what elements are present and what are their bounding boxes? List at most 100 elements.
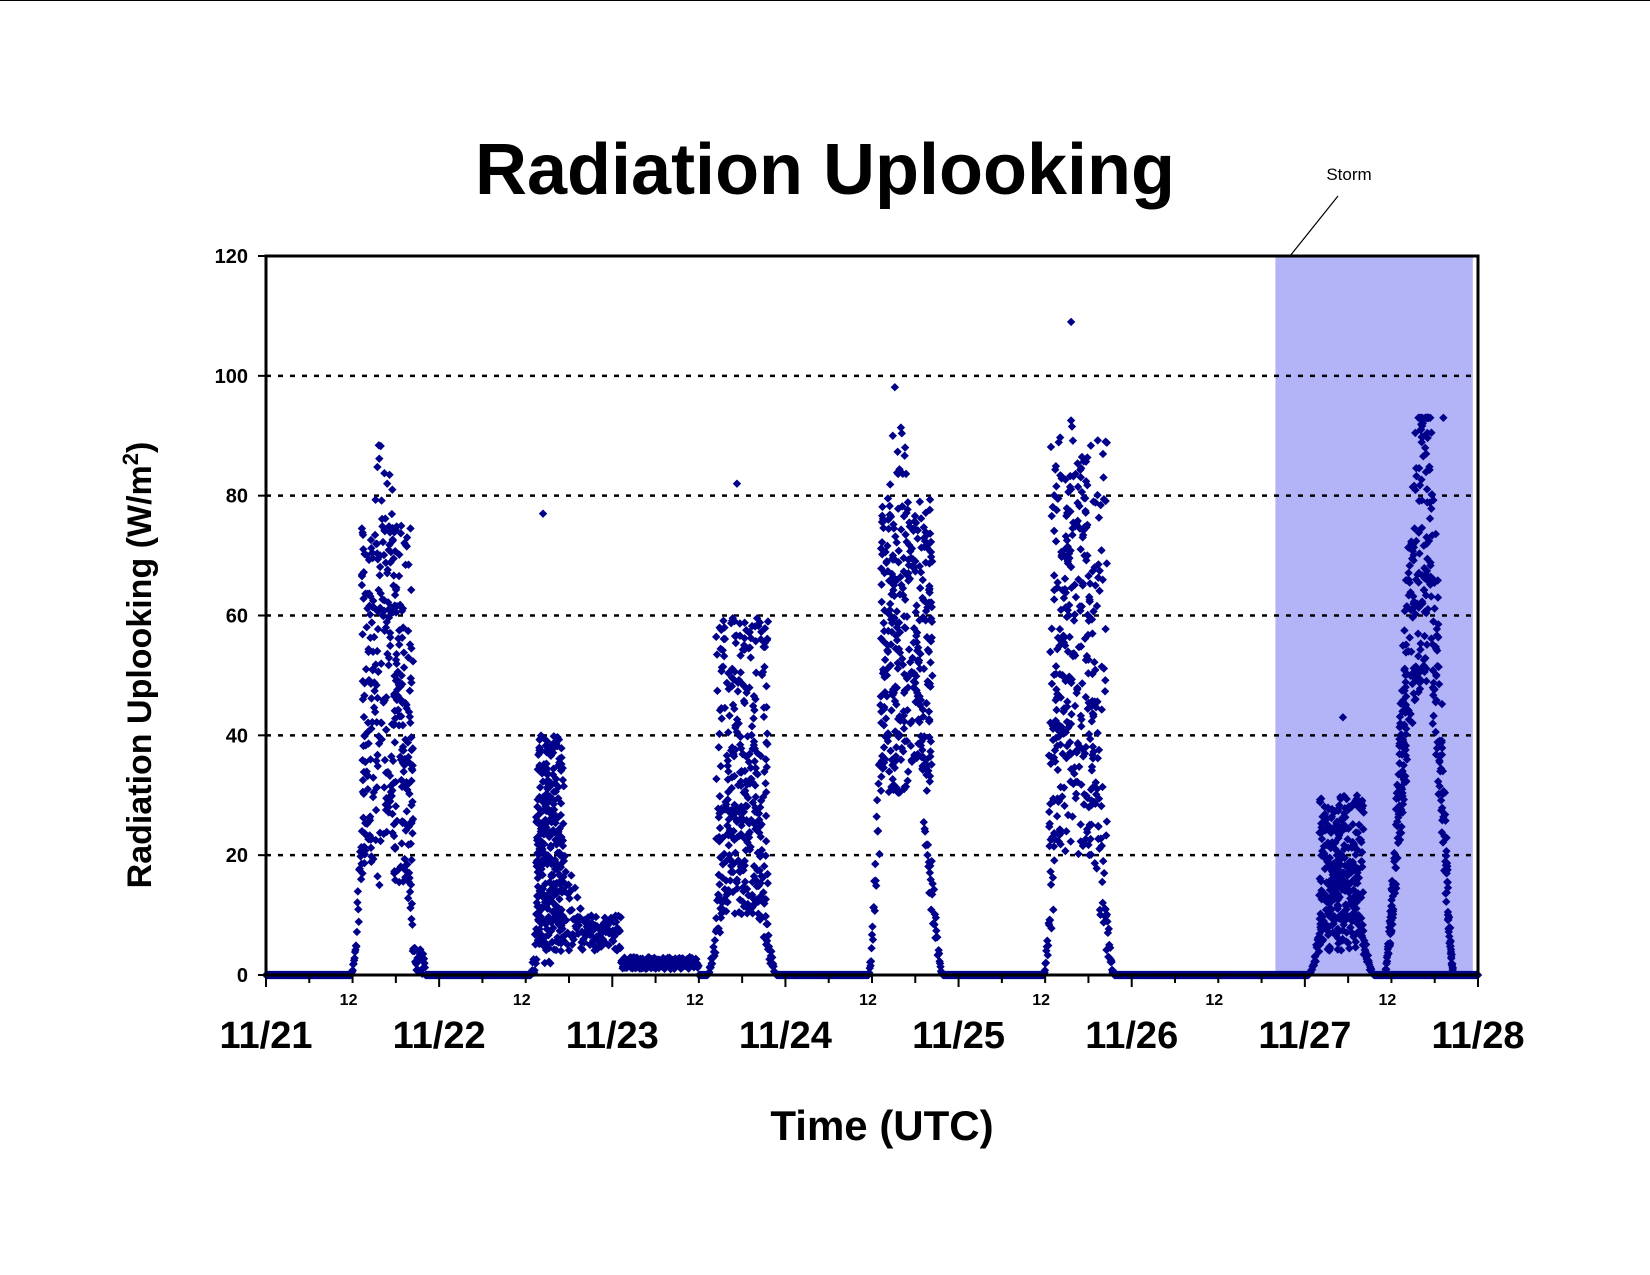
data-point — [761, 911, 770, 921]
data-point — [1070, 701, 1080, 711]
data-point — [373, 872, 382, 881]
data-point — [405, 686, 415, 696]
data-point — [895, 465, 904, 474]
data-point — [712, 632, 721, 642]
data-point — [711, 948, 720, 957]
data-point — [865, 968, 874, 977]
data-point — [903, 498, 913, 507]
data-point — [746, 653, 755, 662]
data-point — [881, 714, 891, 723]
y-tick-label: 40 — [226, 725, 248, 747]
data-point — [1043, 936, 1052, 945]
data-point — [1074, 575, 1083, 584]
data-point — [706, 963, 715, 972]
data-point — [372, 539, 382, 549]
data-point — [1102, 910, 1112, 919]
data-point — [1043, 950, 1052, 960]
data-point — [1102, 817, 1112, 826]
data-point — [1101, 624, 1110, 634]
data-point — [378, 537, 388, 547]
data-point — [1095, 905, 1105, 915]
data-point — [365, 601, 374, 611]
data-point — [353, 898, 362, 907]
data-point — [1052, 812, 1062, 821]
data-point — [1094, 822, 1103, 831]
data-point — [912, 601, 921, 610]
data-point — [390, 590, 400, 600]
data-point — [377, 659, 386, 668]
data-point — [565, 894, 574, 903]
data-point — [609, 936, 618, 946]
data-point — [615, 926, 625, 936]
data-point — [535, 868, 545, 878]
data-point — [900, 451, 909, 460]
data-point — [694, 961, 703, 970]
hour-tick-label: 12 — [1205, 992, 1223, 1009]
data-point — [665, 953, 674, 962]
data-point — [932, 926, 941, 935]
data-point — [1051, 537, 1061, 546]
data-point — [902, 508, 911, 518]
data-point — [1045, 915, 1055, 925]
data-point — [530, 966, 539, 975]
data-point — [890, 382, 900, 392]
data-point — [887, 706, 896, 715]
data-point — [763, 919, 772, 929]
data-point — [731, 638, 741, 648]
data-point — [393, 667, 403, 677]
data-point — [366, 633, 375, 643]
data-point — [876, 700, 885, 710]
data-point — [1067, 583, 1076, 592]
data-point — [352, 927, 362, 937]
day-tick-label: 11/26 — [1085, 1015, 1178, 1057]
data-point — [567, 905, 576, 915]
data-point — [875, 849, 884, 859]
data-point — [408, 920, 417, 929]
data-point — [755, 915, 765, 924]
data-point — [380, 783, 389, 792]
data-point — [904, 645, 914, 654]
data-point — [1076, 473, 1086, 482]
data-point — [616, 943, 625, 953]
data-point — [868, 922, 877, 931]
data-point — [1084, 669, 1093, 678]
data-point — [580, 938, 589, 947]
data-point — [743, 793, 753, 803]
data-point — [381, 558, 391, 567]
data-point — [1315, 940, 1325, 949]
data-point — [407, 585, 416, 595]
data-point — [373, 624, 383, 634]
y-tick-label: 0 — [237, 965, 248, 987]
data-point — [892, 538, 901, 547]
data-point — [725, 711, 734, 720]
data-point — [375, 454, 384, 463]
y-tick-label: 100 — [215, 366, 248, 388]
data-point — [894, 558, 903, 567]
data-point — [743, 838, 752, 847]
data-point — [1046, 647, 1055, 657]
data-point — [392, 649, 401, 659]
data-point — [1352, 904, 1361, 913]
data-point — [729, 752, 739, 761]
data-point — [1097, 801, 1106, 811]
day-tick-label: 11/23 — [566, 1015, 659, 1057]
data-point — [874, 779, 883, 788]
data-point — [886, 661, 895, 670]
data-point — [564, 880, 573, 889]
data-point — [354, 917, 363, 926]
y-axis-label-superscript: 2 — [118, 453, 143, 465]
data-point — [920, 827, 930, 836]
data-point — [1071, 592, 1081, 602]
data-point — [415, 967, 424, 976]
data-point — [882, 671, 892, 680]
x-axis-label: Time (UTC) — [770, 1102, 993, 1149]
data-point — [901, 530, 910, 539]
data-point — [923, 840, 933, 850]
data-point — [611, 917, 621, 927]
peak-data-point — [1066, 317, 1076, 327]
data-point — [567, 871, 576, 880]
data-point — [1359, 926, 1368, 936]
data-point — [742, 802, 752, 811]
data-point — [922, 786, 932, 795]
